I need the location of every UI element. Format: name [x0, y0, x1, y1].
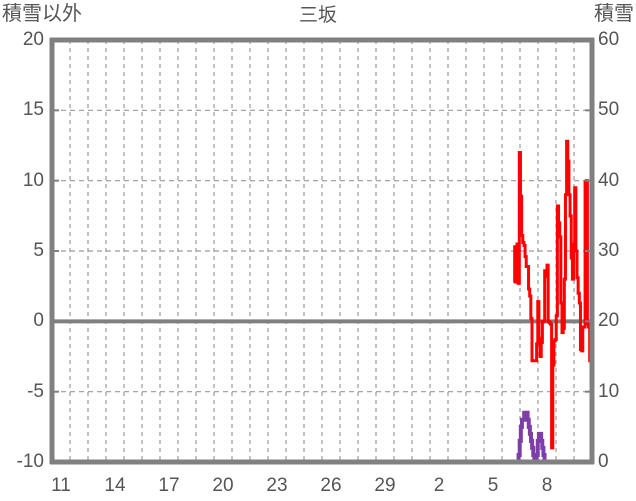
x-tick-17: 17 [158, 475, 180, 496]
y-left-tick-5: 5 [33, 240, 44, 261]
y-left-tick--10: -10 [16, 451, 44, 472]
x-tick-23: 23 [266, 475, 288, 496]
x-tick-29: 29 [374, 475, 396, 496]
y-right-tick-50: 50 [598, 99, 620, 121]
x-tick-14: 14 [104, 475, 126, 496]
x-tick-20: 20 [212, 475, 234, 496]
x-tick-2: 2 [433, 475, 445, 496]
x-tick-8: 8 [541, 475, 553, 496]
y-right-tick-30: 30 [598, 240, 620, 261]
series-line-precipitation [513, 139, 592, 450]
y-right-tick-40: 40 [598, 169, 620, 191]
y-right-tick-10: 10 [598, 380, 620, 402]
x-tick-11: 11 [51, 475, 71, 496]
x-tick-5: 5 [487, 475, 499, 496]
y-left-tick-20: 20 [22, 29, 44, 50]
y-right-tick-60: 60 [598, 29, 620, 50]
y-left-tick-10: 10 [22, 169, 44, 191]
y-left-tick-0: 0 [33, 310, 44, 332]
chart-title: 三坂 [298, 5, 337, 26]
y-left-tick-15: 15 [22, 99, 44, 121]
left-axis-title: 積雪以外 [2, 3, 82, 25]
series-line-snowdepth [481, 410, 592, 462]
x-tick-26: 26 [320, 475, 342, 496]
y-right-tick-0: 0 [598, 451, 609, 472]
y-right-tick-20: 20 [598, 310, 620, 332]
right-axis-title: 積雪 [594, 3, 634, 25]
y-left-tick--5: -5 [27, 380, 44, 402]
